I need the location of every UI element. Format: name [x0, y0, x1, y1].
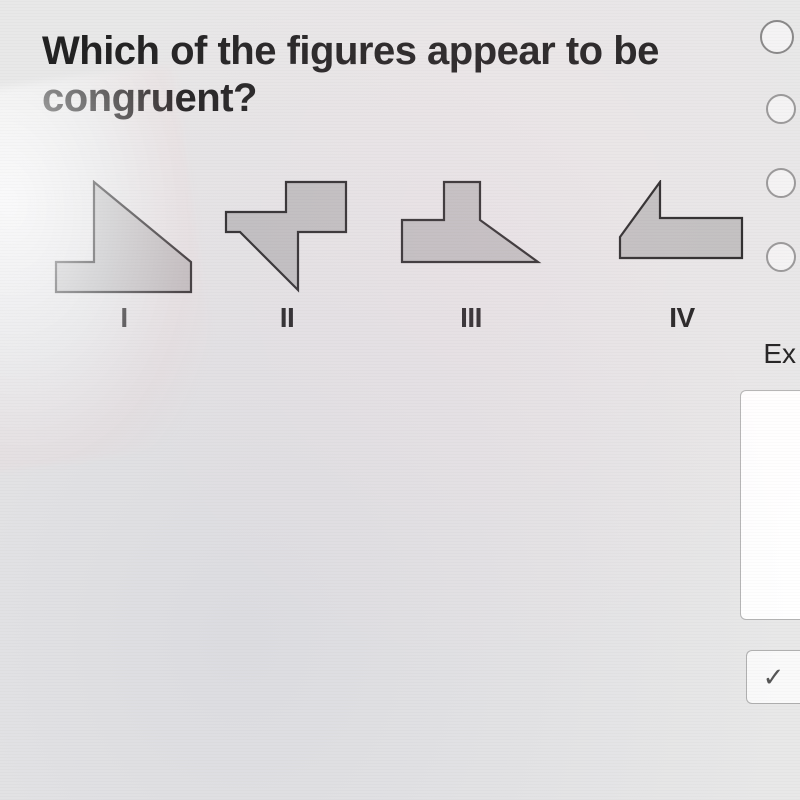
option-radio-3[interactable] [766, 168, 796, 198]
explain-label: Ex [763, 338, 796, 370]
figure-1: I [54, 180, 194, 334]
figure-3-shape [400, 180, 542, 296]
answer-options-column [760, 20, 800, 316]
question-text: Which of the figures appear to be congru… [42, 28, 690, 122]
figure-3-polygon [402, 182, 538, 262]
figure-2-polygon [226, 182, 346, 290]
option-radio-1[interactable] [760, 20, 794, 54]
figure-2-label: II [280, 302, 295, 334]
figure-1-shape [54, 180, 194, 296]
figure-1-label: I [120, 302, 127, 334]
figure-4: IV [618, 180, 746, 334]
figure-4-polygon [620, 182, 742, 258]
figure-3-label: III [460, 302, 482, 334]
option-radio-2[interactable] [766, 94, 796, 124]
explain-input[interactable] [740, 390, 800, 620]
figure-3: III [400, 180, 542, 334]
option-radio-4[interactable] [766, 242, 796, 272]
question-line1: Which of the figures appear to be [42, 29, 659, 73]
figure-4-shape [618, 180, 746, 296]
figure-4-label: IV [669, 302, 694, 334]
figure-1-polygon [56, 182, 191, 292]
figure-2: II [224, 180, 350, 334]
check-button[interactable]: ✓ [746, 650, 800, 704]
figure-2-shape [224, 180, 350, 296]
question-line2: congruent? [42, 76, 257, 120]
figures-row: I II III IV [54, 180, 714, 370]
check-icon: ✓ [763, 662, 785, 693]
